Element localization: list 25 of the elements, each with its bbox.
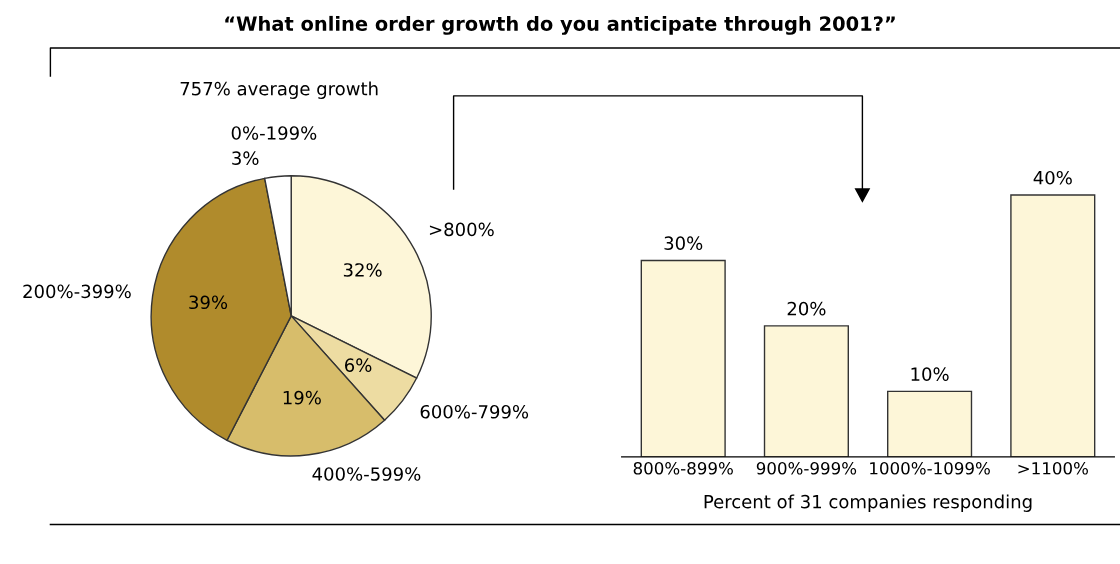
slice-label: 0%-199% [231, 126, 317, 140]
data-label: 40% [1033, 170, 1072, 185]
data-label: 6% [345, 358, 372, 372]
data-label: 39% [189, 295, 228, 310]
x-axis-title: Percent of 31 companies responding [704, 494, 1032, 512]
chart-title: “What online order growth do you anticipate through 2001?” [225, 15, 895, 35]
data-label: 32% [343, 263, 382, 277]
data-label: 3% [232, 151, 259, 165]
x-tick-label: 1000%-1099% [870, 462, 990, 475]
x-tick-label: 900%-999% [756, 462, 857, 475]
data-label: 10% [911, 367, 949, 381]
chart-subtitle: 757% average growth [180, 81, 378, 99]
slice-label: 200%-399% [23, 284, 131, 299]
slice-label: 600%-799% [420, 404, 529, 419]
data-label: 20% [787, 301, 826, 316]
bar [640, 259, 726, 457]
x-tick-label: >1100% [1018, 462, 1088, 475]
bar [763, 325, 849, 457]
data-label: 19% [283, 390, 321, 405]
slice-label: >800% [429, 222, 494, 237]
slice-label: 400%-599% [312, 467, 421, 481]
bar [887, 390, 973, 457]
x-tick-label: 800%-899% [633, 462, 733, 475]
data-label: 30% [664, 236, 703, 250]
bar [1010, 194, 1096, 457]
